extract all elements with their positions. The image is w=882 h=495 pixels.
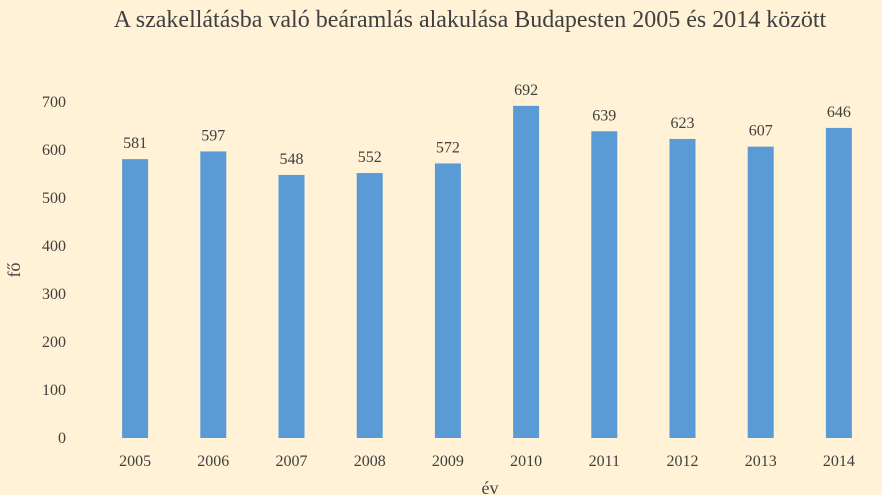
x-tick-label-2013: 2013	[745, 453, 777, 470]
y-tick-label: 300	[42, 286, 66, 303]
y-tick-label: 400	[42, 238, 66, 255]
y-tick-label: 0	[58, 430, 66, 447]
bar-2010	[513, 105, 540, 438]
data-label-2006: 597	[201, 127, 225, 144]
bar-2005	[122, 159, 149, 438]
bar-2013	[747, 146, 774, 438]
bar-2014	[825, 127, 852, 439]
y-tick-label: 200	[42, 334, 66, 351]
data-label-2009: 572	[436, 139, 460, 156]
data-label-2010: 692	[514, 82, 538, 99]
x-tick-label-2006: 2006	[197, 453, 229, 470]
data-label-2014: 646	[827, 104, 851, 121]
data-label-2007: 548	[280, 151, 304, 168]
data-label-2013: 607	[749, 123, 773, 140]
bars-group	[122, 105, 852, 439]
bar-2011	[591, 131, 618, 438]
y-tick-label: 100	[42, 382, 66, 399]
data-label-2008: 552	[358, 149, 382, 166]
y-tick-label: 500	[42, 190, 66, 207]
data-label-2012: 623	[671, 115, 695, 132]
bar-2007	[278, 174, 305, 438]
x-tick-label-2007: 2007	[276, 453, 308, 470]
chart-title: A szakellátásba való beáramlás alakulása…	[114, 7, 827, 33]
bar-2008	[356, 173, 383, 439]
x-tick-label-2008: 2008	[354, 453, 386, 470]
y-tick-label: 600	[42, 142, 66, 159]
x-tick-label-2012: 2012	[667, 453, 699, 470]
y-tick-label: 700	[42, 94, 66, 111]
y-axis-ticks: 0 100 200 300 400 500 600 700	[42, 94, 66, 447]
y-axis-label: fő	[4, 263, 24, 278]
x-tick-label-2010: 2010	[510, 453, 542, 470]
data-label-2011: 639	[592, 107, 616, 124]
data-labels-group: 581 597 548 552 572 692 639 623 607 646	[123, 82, 851, 168]
x-tick-label-2014: 2014	[823, 453, 855, 470]
bar-2012	[669, 138, 696, 438]
x-tick-label-2005: 2005	[119, 453, 151, 470]
x-axis-label: év	[482, 478, 499, 495]
bar-2009	[434, 163, 461, 438]
x-tick-label-2011: 2011	[589, 453, 620, 470]
bar-2006	[200, 151, 227, 438]
data-label-2005: 581	[123, 135, 147, 152]
x-tick-label-2009: 2009	[432, 453, 464, 470]
x-axis-ticks: 2005 2006 2007 2008 2009 2010 2011 2012 2013 2014	[119, 453, 855, 470]
